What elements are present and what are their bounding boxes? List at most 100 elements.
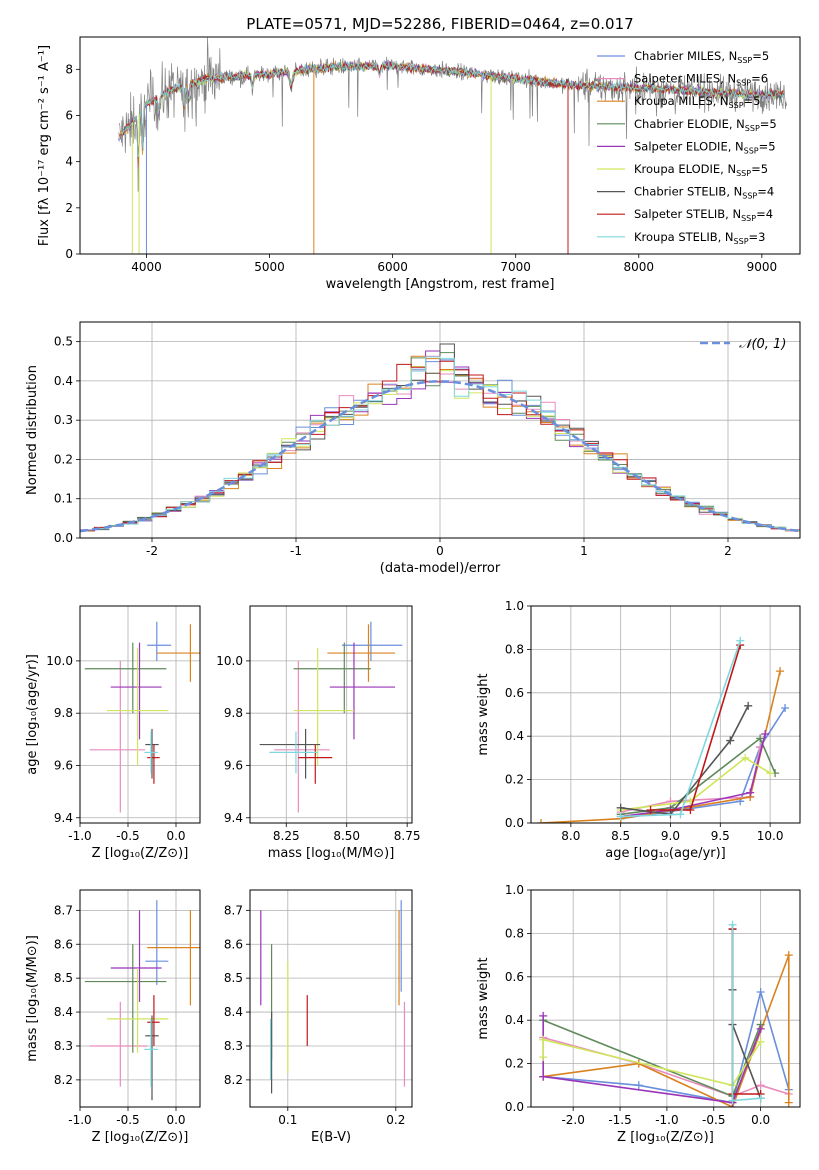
x-tick-label: 8.0 — [561, 829, 580, 843]
weight-line-3 — [620, 737, 776, 816]
legend-label: 𝒩(0, 1) — [739, 337, 786, 352]
legend-label-name: Kroupa ELODIE, N — [634, 162, 736, 176]
weight-marker — [616, 812, 625, 821]
legend-label-name: Kroupa STELIB, N — [634, 230, 734, 244]
weight-marker — [766, 769, 775, 778]
x-tick-label: 0.0 — [166, 1113, 185, 1127]
legend-label-suffix: =5 — [744, 94, 761, 108]
x-tick-label: 8.25 — [273, 829, 300, 843]
x-tick-label: -2.0 — [561, 1113, 584, 1127]
weight-line-7 — [650, 644, 741, 811]
y-axis-label: mass weight — [476, 673, 491, 755]
weight-marker — [784, 951, 793, 960]
y-tick-label: 9.6 — [54, 758, 73, 772]
axes-frame — [79, 321, 801, 539]
y-tick-label: 9.6 — [224, 758, 243, 772]
y-tick-label: 0.4 — [505, 1013, 524, 1027]
x-tick-label: -1.5 — [608, 1113, 631, 1127]
legend-entry: Salpeter ELODIE, NSSP=5 — [597, 139, 776, 155]
weight-marker — [756, 1094, 765, 1103]
y-tick-label: 10.0 — [46, 654, 73, 668]
x-tick-label: 10.0 — [757, 829, 784, 843]
legend-label-sub: SSP — [745, 124, 760, 133]
legend-label-suffix: =5 — [759, 139, 776, 153]
legend-entry: Salpeter MILES, NSSP=6 — [597, 72, 768, 88]
axes-frame — [530, 605, 801, 824]
y-tick-label: 0.2 — [505, 773, 524, 787]
x-tick-label: -0.5 — [116, 1113, 139, 1127]
weight-marker — [539, 1011, 548, 1020]
weight-marker — [776, 667, 785, 676]
weight-marker — [728, 1096, 737, 1105]
y-tick-label: 8.4 — [224, 1005, 243, 1019]
legend-entry: Chabrier ELODIE, NSSP=5 — [597, 117, 777, 133]
y-tick-label: 8.7 — [54, 903, 73, 917]
normal-distribution-curve — [80, 380, 800, 533]
y-tick-label: 1.0 — [505, 599, 524, 613]
panel-ebv_mass: 0.1 0.2 8.2 8.3 8.4 8.5 8.6 8.7 E(B-V) — [224, 889, 413, 1145]
weight-line-6 — [731, 929, 762, 1099]
legend-label-name: Salpeter STELIB, N — [634, 207, 741, 221]
legend-label: Chabrier MILES, NSSP=5 — [634, 49, 769, 65]
x-tick-label: 1 — [580, 544, 588, 558]
x-tick-label: 0.2 — [386, 1113, 405, 1127]
figure-title: PLATE=0571, MJD=52286, FIBERID=0464, z=0… — [246, 15, 633, 33]
residual-plot-area — [80, 343, 800, 534]
y-tick-label: 8.3 — [54, 1039, 73, 1053]
weight-marker — [536, 819, 545, 823]
weight-marker — [728, 920, 737, 929]
spectrum-plot-area — [117, 37, 787, 254]
x-axis-label: Z [log₁₀(Z/Z⊙)] — [92, 846, 189, 861]
x-tick-label: 0 — [436, 544, 444, 558]
y-tick-label: 0 — [65, 247, 73, 261]
x-tick-label: 8000 — [623, 260, 654, 274]
panel-z_weight: -2.0 -1.5 -1.0 -0.5 0.0 0.0 0.2 0.4 0.6 0.8 1.0 Z [… — [476, 883, 801, 1145]
legend-label: Salpeter STELIB, NSSP=4 — [634, 207, 773, 223]
weight-marker — [634, 1081, 643, 1090]
residual-histogram-8 — [80, 356, 800, 533]
y-tick-label: 9.4 — [54, 811, 73, 825]
y-tick-label: 0.0 — [505, 816, 524, 830]
legend-label: Chabrier STELIB, NSSP=4 — [634, 185, 774, 201]
z_age-plot-area — [84, 621, 200, 813]
x-tick-label: -1.0 — [68, 829, 91, 843]
weight-line-0 — [620, 707, 786, 820]
model-line-8 — [120, 61, 785, 157]
y-tick-label: 4 — [65, 155, 73, 169]
weight-line-8 — [731, 924, 761, 1102]
y-tick-label: 0.4 — [54, 374, 73, 388]
axes-frame — [79, 889, 201, 1108]
x-tick-label: 4000 — [131, 260, 162, 274]
y-tick-label: 8.5 — [54, 971, 73, 985]
legend-label: Salpeter ELODIE, NSSP=5 — [634, 139, 776, 155]
y-tick-label: 8.2 — [54, 1073, 73, 1087]
weight-marker — [539, 1035, 548, 1044]
y-tick-label: 0.0 — [505, 1100, 524, 1114]
legend-label: Kroupa ELODIE, NSSP=5 — [634, 162, 768, 178]
weight-marker — [744, 701, 753, 710]
legend-label-sub: SSP — [736, 79, 751, 88]
y-tick-label: 0.5 — [54, 335, 73, 349]
x-tick-label: -2 — [146, 544, 158, 558]
weight-marker — [616, 803, 625, 812]
z_mass-plot-area — [84, 900, 200, 1101]
z_weight-plot-area — [539, 920, 793, 1107]
panel-residuals: -2 -1 0 1 2 0.0 0.1 0.2 0.3 0.4 0.5 (data-model)/er… — [25, 321, 801, 576]
x-tick-label: 6000 — [377, 260, 408, 274]
axes-frame — [530, 889, 801, 1108]
y-tick-label: 0.0 — [54, 531, 73, 545]
legend-label-sub: SSP — [737, 56, 752, 65]
legend-entry: Kroupa ELODIE, NSSP=5 — [597, 162, 768, 178]
x-tick-label: 9000 — [747, 260, 778, 274]
y-tick-label: 8 — [65, 62, 73, 76]
y-tick-label: 9.4 — [224, 811, 243, 825]
x-tick-label: 8.50 — [333, 829, 360, 843]
y-tick-label: 0.4 — [505, 729, 524, 743]
y-tick-label: 8.3 — [224, 1039, 243, 1053]
legend-label-name: Salpeter MILES, N — [634, 72, 736, 86]
weight-line-8 — [620, 640, 741, 818]
x-tick-label: -1.0 — [655, 1113, 678, 1127]
legend-entry: Chabrier STELIB, NSSP=4 — [597, 185, 774, 201]
y-axis-label: Flux [fλ 10⁻¹⁷ erg cm⁻² s⁻¹ A⁻¹] — [37, 45, 52, 246]
axes-frame — [249, 889, 413, 1108]
